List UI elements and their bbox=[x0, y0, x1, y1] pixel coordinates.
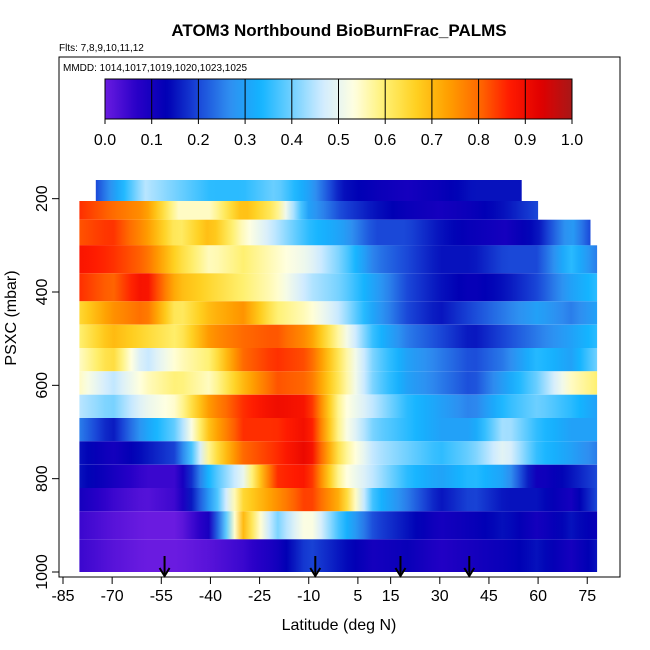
x-tick-label: -40 bbox=[199, 588, 222, 605]
colorbar-tick-label: 0.2 bbox=[187, 132, 209, 149]
heatmap-band bbox=[79, 371, 598, 395]
colorbar-tick-label: 0.4 bbox=[281, 132, 303, 149]
x-tick-label: 45 bbox=[480, 588, 498, 605]
colorbar-tick-label: 0.7 bbox=[421, 132, 443, 149]
heatmap-band bbox=[79, 273, 598, 302]
heatmap-band bbox=[79, 394, 598, 418]
x-tick-label: 5 bbox=[353, 588, 362, 605]
heatmap-area bbox=[79, 180, 598, 572]
heatmap-band bbox=[79, 511, 598, 540]
profile-markers bbox=[158, 556, 476, 578]
heatmap-band bbox=[79, 324, 598, 348]
profile-marker-arrow bbox=[309, 556, 322, 578]
dates-subtitle: MMDD: 1014,1017,1019,1020,1023,1025 bbox=[63, 63, 247, 74]
heatmap-band bbox=[79, 301, 598, 325]
chart-title: ATOM3 Northbound BioBurnFrac_PALMS bbox=[171, 21, 506, 40]
x-tick-label: -10 bbox=[297, 588, 320, 605]
colorbar-tick-label: 0.8 bbox=[467, 132, 489, 149]
colorbar-tick-label: 0.1 bbox=[141, 132, 163, 149]
colorbar-tick-label: 0.9 bbox=[514, 132, 536, 149]
colorbar-tick-label: 1.0 bbox=[561, 132, 583, 149]
x-axis: -85 -70 -55 -40 -25 -10 5 15 30 45 60 75 bbox=[51, 576, 620, 605]
y-tick-label: 200 bbox=[34, 185, 51, 212]
x-tick-label: 30 bbox=[431, 588, 449, 605]
y-tick-label: 1000 bbox=[34, 554, 51, 590]
colorbar-tick-label: 0.0 bbox=[94, 132, 116, 149]
x-tick-label: 60 bbox=[529, 588, 547, 605]
flights-subtitle: Flts: 7,8,9,10,11,12 bbox=[59, 43, 144, 54]
heatmap-band bbox=[79, 201, 539, 220]
heatmap-band bbox=[79, 245, 598, 274]
heatmap-band bbox=[79, 219, 591, 246]
x-tick-label: 75 bbox=[578, 588, 596, 605]
y-tick-label: 400 bbox=[34, 279, 51, 306]
heatmap-band bbox=[79, 348, 598, 372]
heatmap-band bbox=[79, 488, 598, 512]
heatmap-band bbox=[79, 539, 598, 572]
x-tick-label: 15 bbox=[382, 588, 400, 605]
colorbar-tick-label: 0.3 bbox=[234, 132, 256, 149]
x-tick-label: -25 bbox=[248, 588, 271, 605]
x-axis-label: Latitude (deg N) bbox=[282, 617, 397, 634]
colorbar-tick-label: 0.6 bbox=[374, 132, 396, 149]
profile-marker-arrow bbox=[394, 556, 407, 578]
profile-marker-arrow bbox=[158, 556, 171, 578]
heatmap-band bbox=[79, 464, 598, 488]
profile-marker-arrow bbox=[463, 556, 476, 578]
y-tick-label: 600 bbox=[34, 372, 51, 399]
heatmap-band bbox=[79, 441, 598, 465]
y-axis: 200 400 600 800 1000 bbox=[34, 185, 60, 590]
y-tick-label: 800 bbox=[34, 465, 51, 492]
heatmap-band bbox=[95, 180, 522, 201]
x-tick-label: -70 bbox=[101, 588, 124, 605]
colorbar: 0.0 0.1 0.2 0.3 0.4 0.5 0.6 0.7 0.8 0.9 1.0 bbox=[94, 78, 583, 149]
colorbar-tick-label: 0.5 bbox=[327, 132, 349, 149]
x-tick-label: -85 bbox=[51, 588, 74, 605]
x-tick-label: -55 bbox=[150, 588, 173, 605]
heatmap-band bbox=[79, 418, 598, 442]
y-axis-label: PSXC (mbar) bbox=[3, 270, 20, 365]
